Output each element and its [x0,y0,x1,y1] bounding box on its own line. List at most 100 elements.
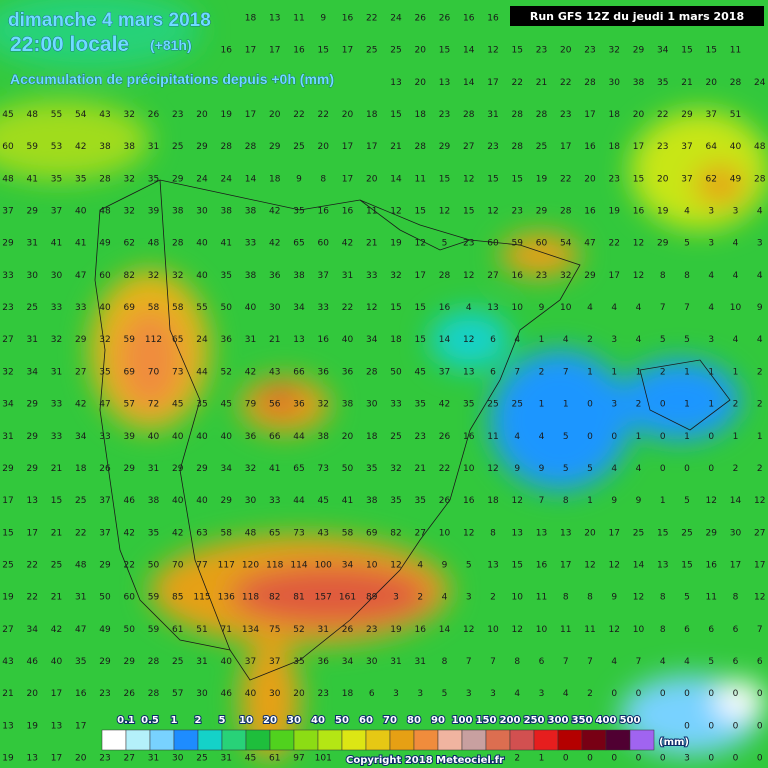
grid-value: 5 [684,335,690,345]
grid-value: 7 [757,625,763,635]
grid-value: 0 [611,689,617,699]
grid-value: 17 [584,110,595,120]
grid-value: 28 [536,110,548,120]
grid-value: 5 [466,560,472,570]
grid-value: 36 [245,432,257,442]
grid-value: 31 [390,657,401,667]
grid-value: 14 [439,625,451,635]
grid-value: 21 [415,464,426,474]
grid-value: 30 [366,657,378,667]
grid-value: 29 [27,400,39,410]
grid-value: 29 [27,207,39,217]
grid-value: 30 [609,78,621,88]
grid-value: 7 [636,657,642,667]
grid-value: 4 [684,207,690,217]
grid-value: 17 [75,721,86,731]
grid-value: 28 [172,239,184,249]
grid-value: 12 [463,528,474,538]
grid-value: 40 [172,496,184,506]
grid-value: 32 [318,400,329,410]
grid-value: 23 [536,46,547,56]
grid-value: 18 [390,335,402,345]
grid-value: 4 [417,560,423,570]
grid-value: 0 [611,754,617,764]
legend-label: 5 [219,715,226,726]
grid-value: 16 [342,14,354,24]
grid-value: 1 [563,400,569,410]
grid-value: 42 [439,400,450,410]
grid-value: 37 [681,142,692,152]
legend-label: 60 [359,715,373,726]
grid-value: 29 [172,174,184,184]
grid-value: 35 [99,367,110,377]
grid-value: 26 [439,496,451,506]
grid-value: 73 [293,528,304,538]
grid-value: 117 [218,560,235,570]
grid-value: 11 [730,46,741,56]
grid-value: 17 [609,271,620,281]
grid-value: 15 [706,46,717,56]
legend-swatch [221,729,247,751]
grid-value: 44 [293,432,305,442]
legend-swatch [389,729,415,751]
grid-value: 29 [99,657,111,667]
grid-value: 4 [757,207,763,217]
grid-value: 22 [366,14,377,24]
grid-value: 25 [51,560,62,570]
grid-value: 30 [196,207,208,217]
grid-value: 1 [684,432,690,442]
legend-swatch [269,729,295,751]
grid-value: 82 [124,271,135,281]
grid-value: 161 [339,593,356,603]
grid-value: 42 [172,528,183,538]
grid-value: 36 [221,335,233,345]
legend-swatch [485,729,511,751]
grid-value: 29 [99,560,111,570]
grid-value: 1 [611,367,617,377]
grid-value: 40 [51,657,63,667]
legend-swatch [557,729,583,751]
grid-value: 66 [269,432,281,442]
grid-value: 37 [439,367,450,377]
grid-value: 15 [415,335,426,345]
grid-value: 43 [99,110,110,120]
grid-value: 28 [730,78,742,88]
grid-value: 82 [269,593,280,603]
grid-value: 41 [75,239,86,249]
grid-value: 17 [633,142,644,152]
grid-value: 21 [390,142,401,152]
grid-value: 12 [487,46,498,56]
grid-value: 1 [636,432,642,442]
grid-value: 0 [733,754,739,764]
grid-value: 27 [463,142,474,152]
grid-value: 1 [539,754,545,764]
grid-value: 42 [124,528,135,538]
grid-value: 32 [245,464,256,474]
grid-value: 4 [757,335,763,345]
grid-value: 25 [2,560,13,570]
grid-value: 55 [196,303,207,313]
grid-value: 36 [342,367,354,377]
grid-value: 0 [708,754,714,764]
grid-value: 17 [609,528,620,538]
grid-value: 45 [415,367,426,377]
legend-label: 40 [311,715,325,726]
grid-value: 0 [636,754,642,764]
grid-value: 16 [487,14,499,24]
grid-value: 13 [560,528,571,538]
grid-value: 12 [754,593,765,603]
grid-value: 31 [342,271,353,281]
grid-value: 29 [584,271,596,281]
grid-value: 29 [657,239,669,249]
grid-value: 4 [563,335,569,345]
grid-value: 134 [242,625,259,635]
grid-value: 25 [633,528,644,538]
grid-value: 15 [439,174,450,184]
grid-value: 12 [439,207,450,217]
grid-value: 38 [342,400,354,410]
grid-value: 41 [51,239,62,249]
grid-value: 11 [293,14,304,24]
grid-value: 35 [366,464,377,474]
legend-swatch [173,729,199,751]
grid-value: 12 [609,560,620,570]
